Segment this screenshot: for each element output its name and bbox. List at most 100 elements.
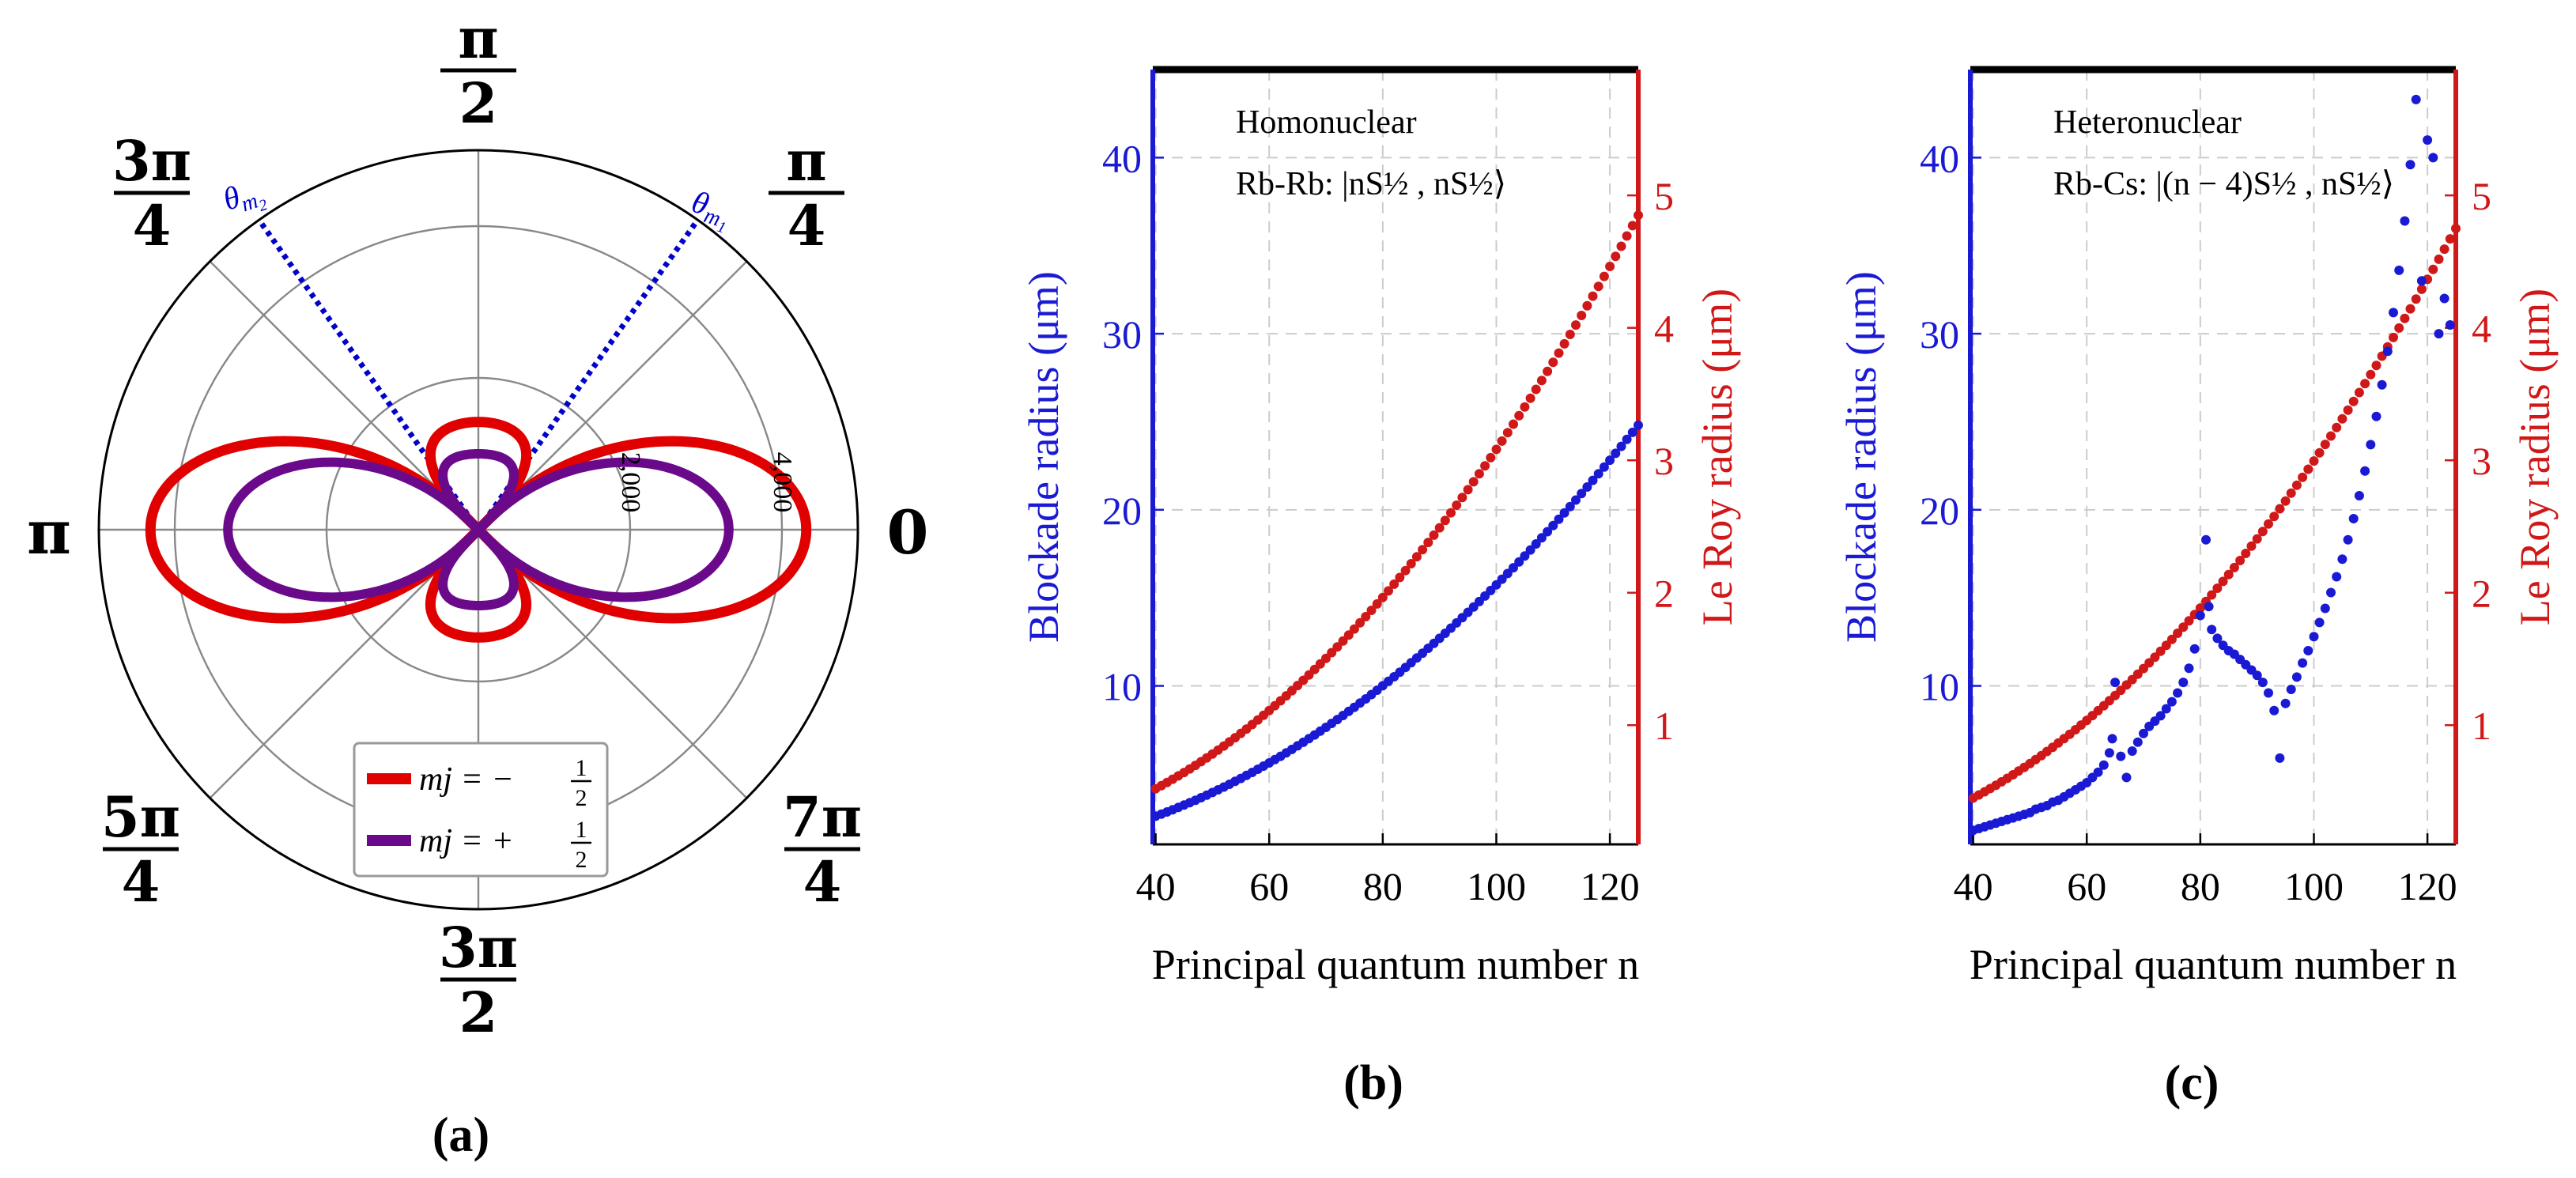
data-point (2451, 224, 2461, 233)
data-point (1434, 523, 1445, 533)
y-left-tick-label: 30 (1102, 312, 1142, 357)
data-point (1554, 348, 1564, 358)
data-point (2195, 610, 2205, 621)
data-point (2371, 411, 2381, 421)
data-point (1486, 452, 1496, 463)
data-point (1599, 271, 1609, 281)
data-point (2207, 625, 2217, 635)
data-point (2286, 488, 2296, 498)
data-point (2110, 678, 2121, 688)
data-point (2309, 632, 2319, 642)
data-point (2343, 405, 2353, 415)
data-point (1605, 262, 1615, 271)
data-point (1622, 434, 1632, 444)
data-point (2173, 629, 2183, 638)
data-point (2439, 244, 2449, 255)
data-point (2389, 308, 2398, 318)
y-right-tick-label: 4 (1654, 307, 1674, 351)
angle-label-270: 3π2 (439, 915, 518, 1045)
data-point (2257, 527, 2268, 537)
data-point (2314, 617, 2325, 628)
data-point (2400, 313, 2410, 323)
polar-curve-mj-plus-half (223, 449, 734, 610)
angle-label-numerator: 3π (439, 915, 518, 980)
radial-tick-label: 4,000 (768, 452, 797, 513)
data-point (2445, 320, 2455, 330)
y-left-tick-label: 20 (1102, 489, 1142, 533)
data-point (2348, 396, 2359, 406)
angle-label-45: π4 (769, 128, 844, 259)
y-right-axis-label: Le Roy radius (μm) (2511, 289, 2559, 625)
data-point (1349, 624, 1359, 634)
x-axis-label: Principal quantum number n (1970, 941, 2457, 988)
data-point (2218, 576, 2228, 587)
data-point (2371, 361, 2381, 371)
data-point (1582, 300, 1592, 311)
data-point (2201, 534, 2211, 545)
data-point (2178, 678, 2189, 688)
data-point (2212, 583, 2223, 593)
angle-label-denominator: 4 (788, 193, 826, 259)
data-point (1366, 606, 1377, 615)
data-point (2235, 556, 2246, 565)
data-point (1395, 572, 1405, 583)
panel-label-b: (b) (1343, 1056, 1403, 1110)
data-point (2264, 688, 2273, 698)
angle-label-numerator: 7π (783, 784, 862, 850)
data-point (1543, 366, 1553, 376)
data-point (1327, 648, 1337, 658)
data-point (2269, 705, 2279, 715)
data-point (2166, 697, 2177, 707)
data-point (1446, 508, 1456, 518)
data-point (2382, 346, 2393, 357)
angle-label-0: 0 (887, 497, 929, 568)
x-tick-label: 40 (1136, 864, 1176, 908)
data-point (1491, 444, 1501, 455)
data-point (2428, 264, 2438, 274)
data-point (1548, 520, 1558, 530)
data-point (2326, 587, 2336, 598)
legend-frac-den: 2 (576, 847, 587, 873)
x-tick-label: 100 (1467, 864, 1526, 908)
data-point (1372, 598, 1382, 609)
data-point (1440, 515, 1450, 526)
data-point (1616, 241, 1626, 251)
y-right-tick-label: 4 (2472, 307, 2491, 351)
data-point (1418, 545, 1428, 555)
data-point (1582, 482, 1592, 492)
data-point (1502, 428, 1513, 438)
data-point (2275, 753, 2285, 763)
data-point (2229, 562, 2239, 572)
y-left-tick-label: 30 (1920, 312, 1959, 357)
data-point (2405, 160, 2415, 170)
data-point (2411, 94, 2421, 104)
data-point (2280, 698, 2291, 708)
series-le-roy-radius (1968, 224, 2461, 803)
data-point (2161, 704, 2171, 714)
data-point (2411, 294, 2421, 304)
data-point (1627, 221, 1637, 231)
data-point (1400, 565, 1411, 576)
data-point (2098, 760, 2109, 770)
data-point (1343, 630, 1354, 640)
data-point (2155, 711, 2166, 721)
data-point (1429, 530, 1439, 540)
polar-radial-ticks: 2,000 4,000 (616, 452, 797, 513)
data-point (1338, 636, 1348, 646)
chart-title-line: Rb-Cs: |(n − 4)S½ , nS½⟩ (2053, 166, 2394, 202)
y-left-axis-label: Blockade radius (μm) (1838, 271, 1885, 643)
angle-label-numerator: 5π (101, 784, 180, 850)
chart-title-line: Heteronuclear (2053, 104, 2242, 141)
polar-grid-circle (325, 376, 632, 683)
data-point (2166, 634, 2177, 644)
data-point (1525, 393, 1535, 403)
data-point (2348, 514, 2359, 523)
data-point (1559, 338, 1569, 349)
data-point (1411, 552, 1422, 562)
data-point (1502, 568, 1513, 579)
data-point (2184, 616, 2194, 626)
data-point (1588, 475, 1598, 485)
data-point (2269, 512, 2279, 522)
